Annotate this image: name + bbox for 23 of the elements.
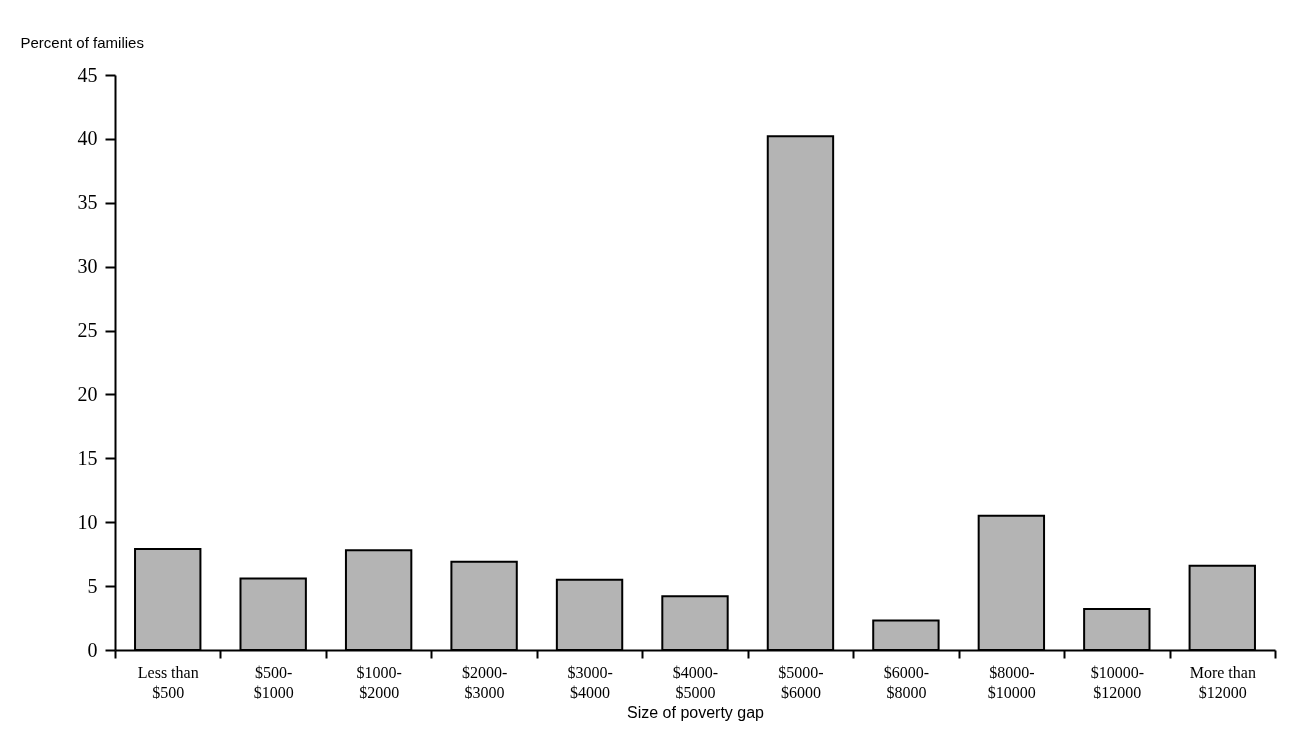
y-tick-label: 25 — [77, 319, 98, 342]
y-tick-label: 35 — [77, 191, 98, 214]
x-tick-label: $1000-$2000 — [356, 663, 402, 701]
x-axis-title: Size of poverty gap — [627, 703, 765, 721]
y-tick-label: 30 — [77, 255, 98, 278]
x-tick-label: $3000-$4000 — [567, 663, 613, 701]
y-tick-label: 10 — [77, 510, 98, 533]
y-axis-title: Percent of families — [20, 33, 144, 51]
x-tick-label: $10000-$12000 — [1090, 663, 1144, 701]
x-tick-label: $500-$1000 — [253, 663, 294, 701]
y-tick-label: 20 — [77, 382, 98, 405]
x-tick-label: $6000-$8000 — [883, 663, 930, 701]
x-tick-label: Less than $500 — [137, 663, 199, 701]
x-tick-label: $8000-$10000 — [987, 663, 1036, 701]
y-tick-label: 40 — [77, 127, 98, 150]
x-tick-label: $2000-$3000 — [461, 663, 508, 701]
x-tick-label: More than $12000 — [1189, 663, 1256, 701]
y-tick-label: 5 — [87, 574, 98, 597]
y-tick-label: 15 — [77, 446, 98, 469]
x-tick-label: $4000-$5000 — [672, 663, 719, 701]
x-tick-label: $5000-$6000 — [778, 663, 824, 701]
y-tick-label: 0 — [87, 638, 98, 661]
y-tick-label: 45 — [77, 63, 98, 86]
